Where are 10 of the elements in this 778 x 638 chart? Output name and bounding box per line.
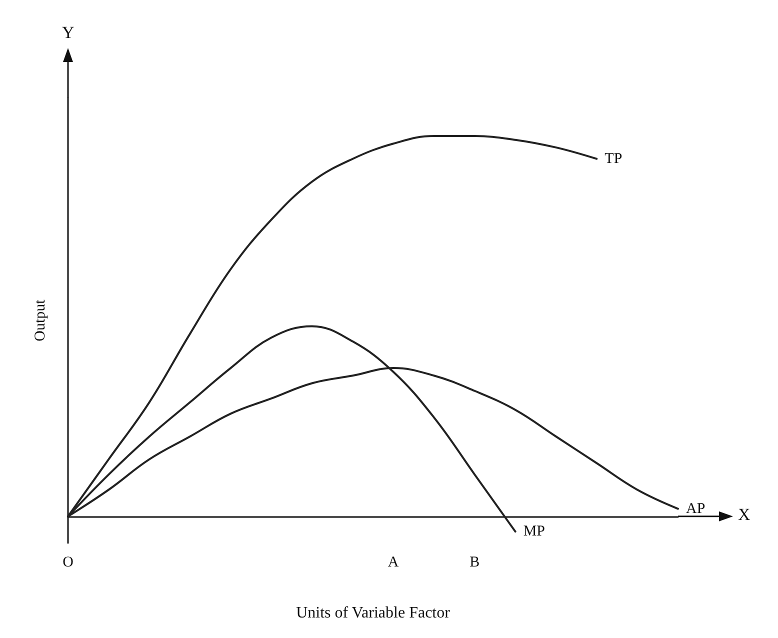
series-label: MP <box>523 524 546 540</box>
x-tick-label: A <box>388 554 399 570</box>
x-axis-title: Units of Variable Factor <box>296 604 451 622</box>
text: Y <box>62 23 74 43</box>
x-tick-label: B <box>470 554 480 570</box>
x-tick-label: O <box>62 554 74 570</box>
text: X <box>738 505 750 526</box>
series-label: AP <box>686 500 706 517</box>
series-label: TP <box>604 150 622 167</box>
y-axis-title: Output <box>32 298 48 342</box>
